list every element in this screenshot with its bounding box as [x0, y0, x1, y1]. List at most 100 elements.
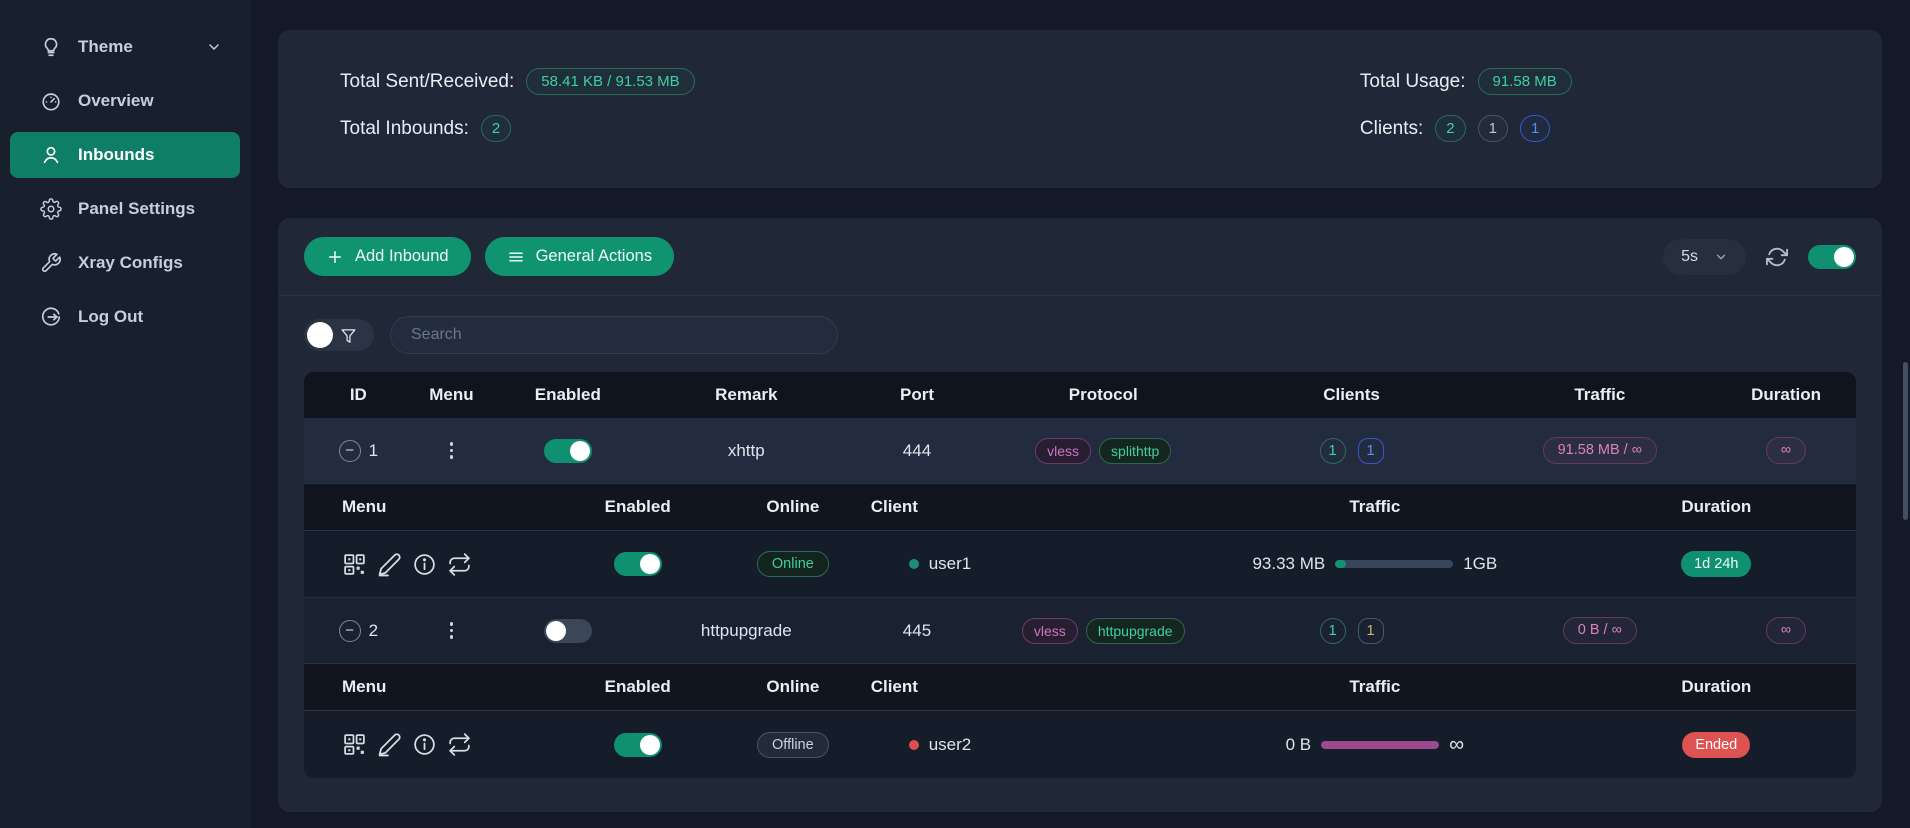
main-content: Total Sent/Received: 58.41 KB / 91.53 MB… [250, 0, 1910, 828]
col-header-clients: Clients [1323, 385, 1380, 404]
col-header-port: Port [899, 385, 934, 404]
inbound-remark: httpupgrade [700, 620, 792, 640]
repeat-icon [447, 552, 472, 577]
search-row [278, 296, 1882, 372]
col-header-id: ID [349, 385, 367, 404]
inbound-duration-badge: ∞ [1765, 437, 1807, 464]
subcol-header-client: Client [870, 677, 918, 696]
user-icon [40, 144, 62, 166]
subcol-header-duration: Duration [1681, 677, 1752, 696]
search-input[interactable] [390, 316, 838, 354]
plus-icon [326, 248, 344, 266]
stats-card: Total Sent/Received: 58.41 KB / 91.53 MB… [278, 30, 1882, 188]
page-scrollbar[interactable] [1903, 362, 1908, 520]
col-header-menu: Menu [429, 385, 474, 404]
subcol-header-menu: Menu [342, 677, 387, 696]
client-count-badge: 1 [1319, 617, 1346, 644]
collapse-row-button[interactable]: − [338, 439, 361, 462]
table-row: − 1 xhttp 444 vless splithttp 1 1 91.58 … [304, 418, 1856, 484]
sidebar-item-panel-settings[interactable]: Panel Settings [10, 186, 240, 232]
traffic-used: 93.33 MB [1252, 554, 1326, 573]
sidebar-item-inbounds[interactable]: Inbounds [10, 132, 240, 178]
edit-icon [377, 732, 402, 757]
traffic-progress-bar [1335, 560, 1454, 568]
sidebar-item-log-out[interactable]: Log Out [10, 294, 240, 340]
client-info-button[interactable] [412, 732, 437, 757]
inbound-duration-badge: ∞ [1765, 617, 1807, 644]
client-row: Offline user2 0 B ∞ Ended [304, 711, 1856, 778]
client-table-header-row: Menu Enabled Online Client Traffic Durat… [304, 484, 1856, 531]
info-icon [412, 732, 437, 757]
refresh-button[interactable] [1766, 246, 1788, 268]
clients-deactivated-count: 1 [1477, 115, 1508, 142]
col-header-duration: Duration [1751, 385, 1822, 404]
sidebar-item-label: Xray Configs [78, 253, 183, 272]
sidebar-item-theme[interactable]: Theme [10, 24, 240, 70]
qrcode-button[interactable] [342, 732, 367, 757]
protocol-tag: vless [1021, 617, 1078, 644]
auto-refresh-toggle[interactable] [1808, 244, 1856, 269]
inbound-id: 1 [368, 440, 379, 460]
traffic-used: 0 B [1285, 734, 1312, 754]
qrcode-icon [342, 732, 367, 757]
chevron-down-icon [206, 39, 222, 55]
subcol-header-enabled: Enabled [604, 677, 671, 696]
reset-traffic-button[interactable] [447, 732, 472, 757]
inbound-id: 2 [368, 620, 379, 640]
collapse-row-button[interactable]: − [338, 619, 361, 642]
sidebar-item-overview[interactable]: Overview [10, 78, 240, 124]
inbound-traffic-badge: 91.58 MB / ∞ [1542, 437, 1658, 464]
bulb-icon [40, 36, 62, 58]
total-inbounds-value: 2 [480, 115, 512, 142]
table-row: − 2 httpupgrade 445 vless httpupgrade 1 … [304, 598, 1856, 664]
add-inbound-button[interactable]: Add Inbound [304, 237, 471, 276]
traffic-total: ∞ [1449, 732, 1465, 756]
client-status-dot [908, 739, 919, 750]
edit-client-button[interactable] [377, 552, 402, 577]
clients-label: Clients: [1359, 117, 1424, 139]
transport-tag: httpupgrade [1085, 617, 1185, 644]
inbound-port: 444 [902, 440, 932, 460]
total-sent-received-value: 58.41 KB / 91.53 MB [526, 68, 695, 95]
sidebar: Theme Overview Inbounds Panel Settings X… [0, 0, 250, 828]
inbounds-card: Add Inbound General Actions 5s [278, 218, 1882, 812]
gauge-icon [40, 90, 62, 112]
traffic-total: 1GB [1463, 554, 1498, 573]
clients-online-count: 1 [1519, 115, 1551, 142]
client-name: user1 [928, 554, 972, 573]
kebab-menu-icon[interactable] [446, 438, 458, 463]
toolbar: Add Inbound General Actions 5s [278, 218, 1882, 296]
client-info-button[interactable] [412, 552, 437, 577]
client-count-badge: 1 [1357, 437, 1384, 464]
col-header-remark: Remark [715, 385, 778, 404]
inbound-enabled-toggle[interactable] [543, 438, 592, 463]
sidebar-item-label: Panel Settings [78, 199, 196, 218]
subcol-header-menu: Menu [342, 497, 387, 516]
inbound-traffic-badge: 0 B / ∞ [1562, 617, 1637, 644]
funnel-icon [340, 327, 357, 344]
info-icon [412, 552, 437, 577]
kebab-menu-icon[interactable] [446, 618, 458, 643]
sidebar-item-xray-configs[interactable]: Xray Configs [10, 240, 240, 286]
sidebar-item-label: Overview [78, 91, 154, 110]
qrcode-icon [342, 552, 367, 577]
hamburger-icon [507, 248, 525, 266]
chevron-down-icon [1714, 250, 1728, 264]
inbound-enabled-toggle[interactable] [543, 618, 592, 643]
add-inbound-label: Add Inbound [355, 247, 449, 265]
reset-traffic-button[interactable] [447, 552, 472, 577]
general-actions-button[interactable]: General Actions [484, 237, 675, 276]
gear-icon [40, 198, 62, 220]
table-header-row: ID Menu Enabled Remark Port Protocol Cli… [304, 372, 1856, 418]
refresh-interval-select[interactable]: 5s [1663, 238, 1746, 275]
qrcode-button[interactable] [342, 552, 367, 577]
traffic-progress-bar [1321, 740, 1440, 749]
clients-active-count: 2 [1435, 115, 1466, 142]
filter-toggle[interactable] [304, 319, 374, 351]
client-enabled-toggle[interactable] [613, 552, 662, 576]
edit-icon [377, 552, 402, 577]
subcol-header-online: Online [766, 497, 820, 516]
col-header-traffic: Traffic [1574, 385, 1626, 404]
client-enabled-toggle[interactable] [613, 732, 662, 757]
edit-client-button[interactable] [377, 732, 402, 757]
